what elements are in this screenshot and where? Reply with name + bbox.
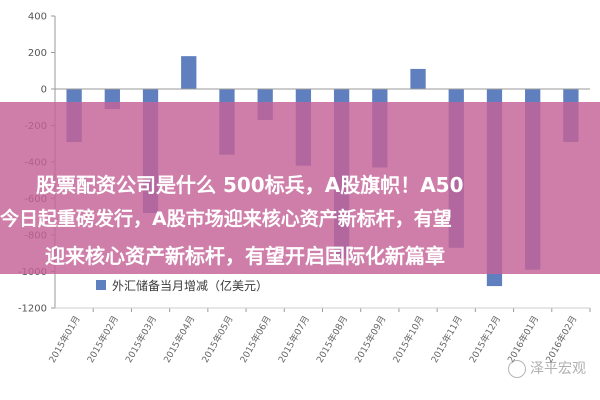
bar [181, 56, 197, 89]
x-tick-label: 2015年11月 [428, 314, 465, 365]
watermark-logo-icon [508, 360, 526, 378]
x-tick-label: 2015年07月 [275, 314, 312, 365]
y-tick-label: -1200 [18, 304, 47, 315]
legend-label: 外汇储备当月增减（亿美元） [112, 278, 268, 293]
watermark: 泽平宏观 [508, 358, 586, 378]
headline-line-1: 股票配资公司是什么 500标兵，A股旗帜！A50 [36, 173, 464, 197]
x-tick-label: 2015年04月 [161, 314, 198, 365]
x-tick-label: 2015年06月 [237, 314, 274, 365]
y-tick-label: 0 [41, 85, 47, 96]
x-tick-label: 2015年09月 [352, 314, 389, 365]
bar [410, 68, 426, 89]
headline-line-2: 今日起重磅发行，A股市场迎来核心资产新标杆，有望 [0, 208, 452, 230]
y-tick-label: 200 [28, 48, 47, 59]
x-tick-label: 2015年12月 [466, 314, 503, 365]
x-tick-label: 2015年05月 [199, 314, 236, 365]
y-tick-label: 400 [28, 12, 47, 23]
x-tick-label: 2015年01月 [46, 314, 83, 365]
legend-swatch [96, 280, 106, 290]
x-tick-label: 2015年02月 [84, 314, 121, 365]
legend: 外汇储备当月增减（亿美元） [96, 278, 268, 293]
headline-line-3: 迎来核心资产新标杆，有望开启国际化新篇章 [45, 244, 445, 268]
headline-banner: 股票配资公司是什么 500标兵，A股旗帜！A50 今日起重磅发行，A股市场迎来核… [0, 102, 600, 274]
x-tick-label: 2015年03月 [123, 314, 160, 365]
x-tick-label: 2015年08月 [314, 314, 351, 365]
x-tick-label: 2015年10月 [390, 314, 427, 365]
watermark-text: 泽平宏观 [530, 361, 586, 377]
